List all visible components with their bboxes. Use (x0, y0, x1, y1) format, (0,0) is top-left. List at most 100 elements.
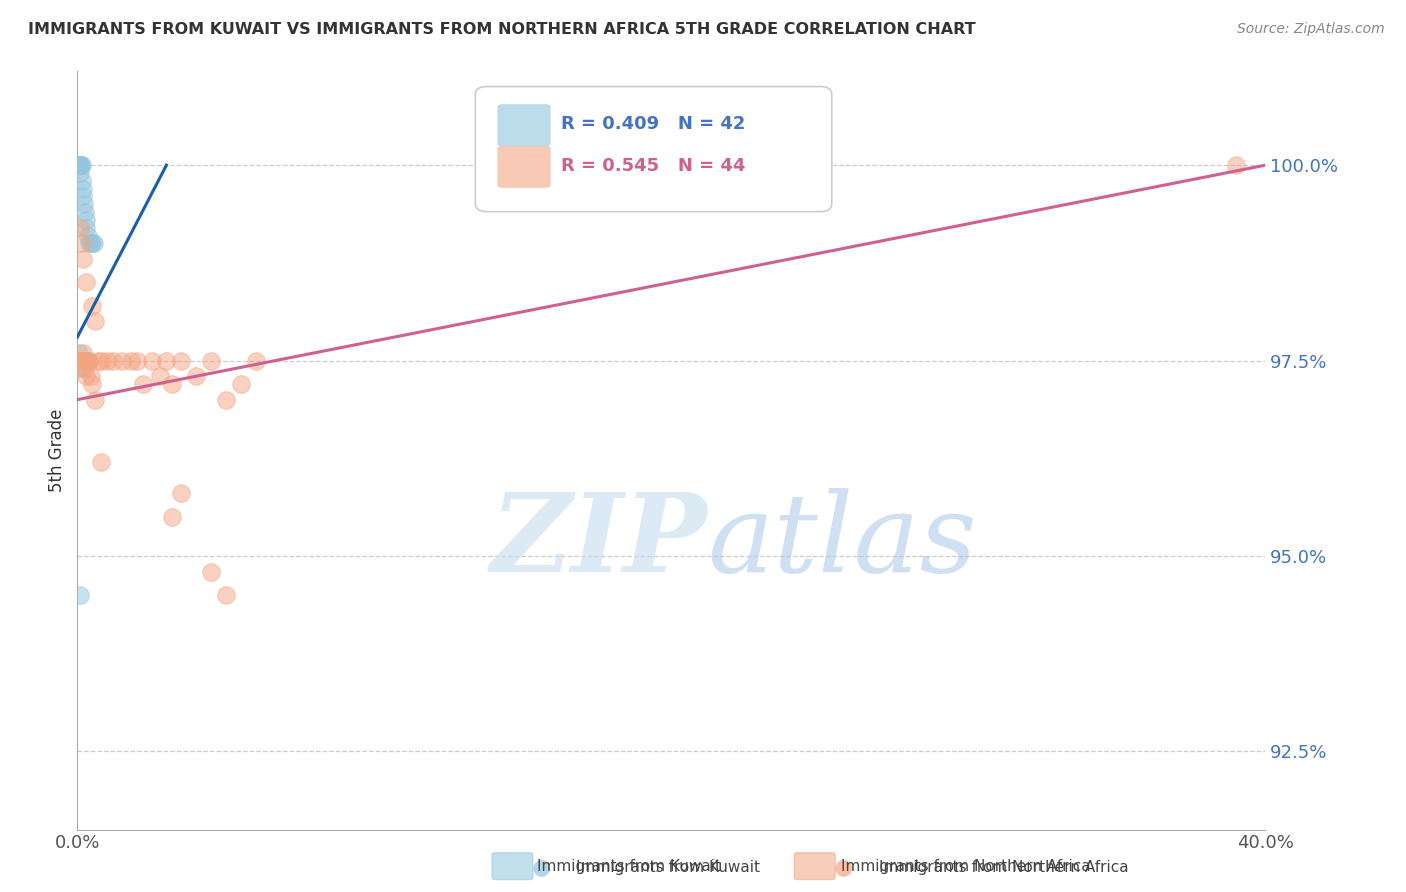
Point (72, 181, 94, 195)
FancyBboxPatch shape (498, 146, 550, 187)
Point (72, 353, 94, 368)
Point (69, 158, 91, 172)
Point (125, 353, 148, 368)
Point (90, 455, 112, 469)
Point (70, 174, 93, 188)
Point (215, 588, 238, 602)
Point (69, 353, 91, 368)
Point (76, 228, 98, 243)
Point (70, 236, 93, 251)
Text: Immigrants from Kuwait: Immigrants from Kuwait (537, 859, 721, 873)
Point (70, 353, 93, 368)
Point (90, 353, 112, 368)
Point (162, 509, 184, 524)
Text: IMMIGRANTS FROM KUWAIT VS IMMIGRANTS FROM NORTHERN AFRICA 5TH GRADE CORRELATION : IMMIGRANTS FROM KUWAIT VS IMMIGRANTS FRO… (28, 22, 976, 37)
FancyBboxPatch shape (475, 87, 832, 211)
Text: ●: ● (531, 857, 551, 877)
FancyBboxPatch shape (498, 104, 550, 145)
Point (72, 361, 94, 376)
Text: Source: ZipAtlas.com: Source: ZipAtlas.com (1237, 22, 1385, 37)
Point (67, 158, 90, 172)
Point (1225, 158, 1247, 172)
Point (70, 353, 93, 368)
Point (87, 353, 110, 368)
Point (72, 353, 94, 368)
Point (82, 236, 104, 251)
Point (76, 353, 98, 368)
Text: Immigrants from Kuwait: Immigrants from Kuwait (576, 860, 761, 874)
Point (200, 565, 222, 579)
Point (101, 353, 124, 368)
Point (73, 205, 96, 219)
Point (67, 353, 90, 368)
Point (69, 166, 91, 180)
Point (229, 377, 252, 392)
Point (69, 361, 91, 376)
Point (162, 377, 184, 392)
Point (69, 353, 91, 368)
Point (170, 353, 193, 368)
Point (70, 353, 93, 368)
Point (69, 353, 91, 368)
Point (67, 345, 90, 359)
Point (70, 353, 93, 368)
Point (70, 353, 93, 368)
Point (73, 353, 96, 368)
Point (73, 361, 96, 376)
Point (111, 353, 134, 368)
Point (70, 158, 93, 172)
Point (72, 353, 94, 368)
Point (82, 299, 104, 313)
Point (149, 369, 172, 384)
Point (131, 377, 153, 392)
Text: R = 0.409   N = 42: R = 0.409 N = 42 (561, 115, 745, 134)
Text: ZIP: ZIP (491, 488, 707, 595)
Text: atlas: atlas (707, 488, 977, 595)
Point (72, 189, 94, 203)
Point (72, 353, 94, 368)
Point (75, 220, 97, 235)
Point (72, 345, 94, 359)
Point (82, 377, 104, 392)
Point (70, 353, 93, 368)
Point (215, 392, 238, 407)
Point (73, 353, 96, 368)
Point (96, 353, 118, 368)
Point (69, 158, 91, 172)
Text: R = 0.545   N = 44: R = 0.545 N = 44 (561, 157, 745, 175)
Point (69, 588, 91, 602)
Point (72, 353, 94, 368)
Point (155, 353, 177, 368)
Point (73, 197, 96, 211)
Point (77, 353, 100, 368)
Point (200, 353, 222, 368)
Point (75, 276, 97, 290)
Point (69, 220, 91, 235)
Point (84, 314, 107, 328)
Point (186, 369, 208, 384)
Point (75, 212, 97, 227)
Point (75, 353, 97, 368)
Point (80, 369, 103, 384)
Text: ●: ● (834, 857, 853, 877)
Point (70, 353, 93, 368)
Point (70, 158, 93, 172)
Text: Immigrants from Northern Africa: Immigrants from Northern Africa (879, 860, 1129, 874)
Point (70, 353, 93, 368)
Point (83, 236, 105, 251)
Point (170, 486, 193, 500)
Point (245, 353, 267, 368)
Text: Immigrants from Northern Africa: Immigrants from Northern Africa (841, 859, 1091, 873)
Point (75, 369, 97, 384)
Point (69, 353, 91, 368)
Point (84, 392, 107, 407)
Point (141, 353, 163, 368)
Point (120, 353, 142, 368)
Point (75, 353, 97, 368)
Point (69, 353, 91, 368)
Point (72, 252, 94, 266)
Point (73, 353, 96, 368)
Y-axis label: 5th Grade: 5th Grade (48, 409, 66, 492)
Point (67, 353, 90, 368)
Point (80, 236, 103, 251)
